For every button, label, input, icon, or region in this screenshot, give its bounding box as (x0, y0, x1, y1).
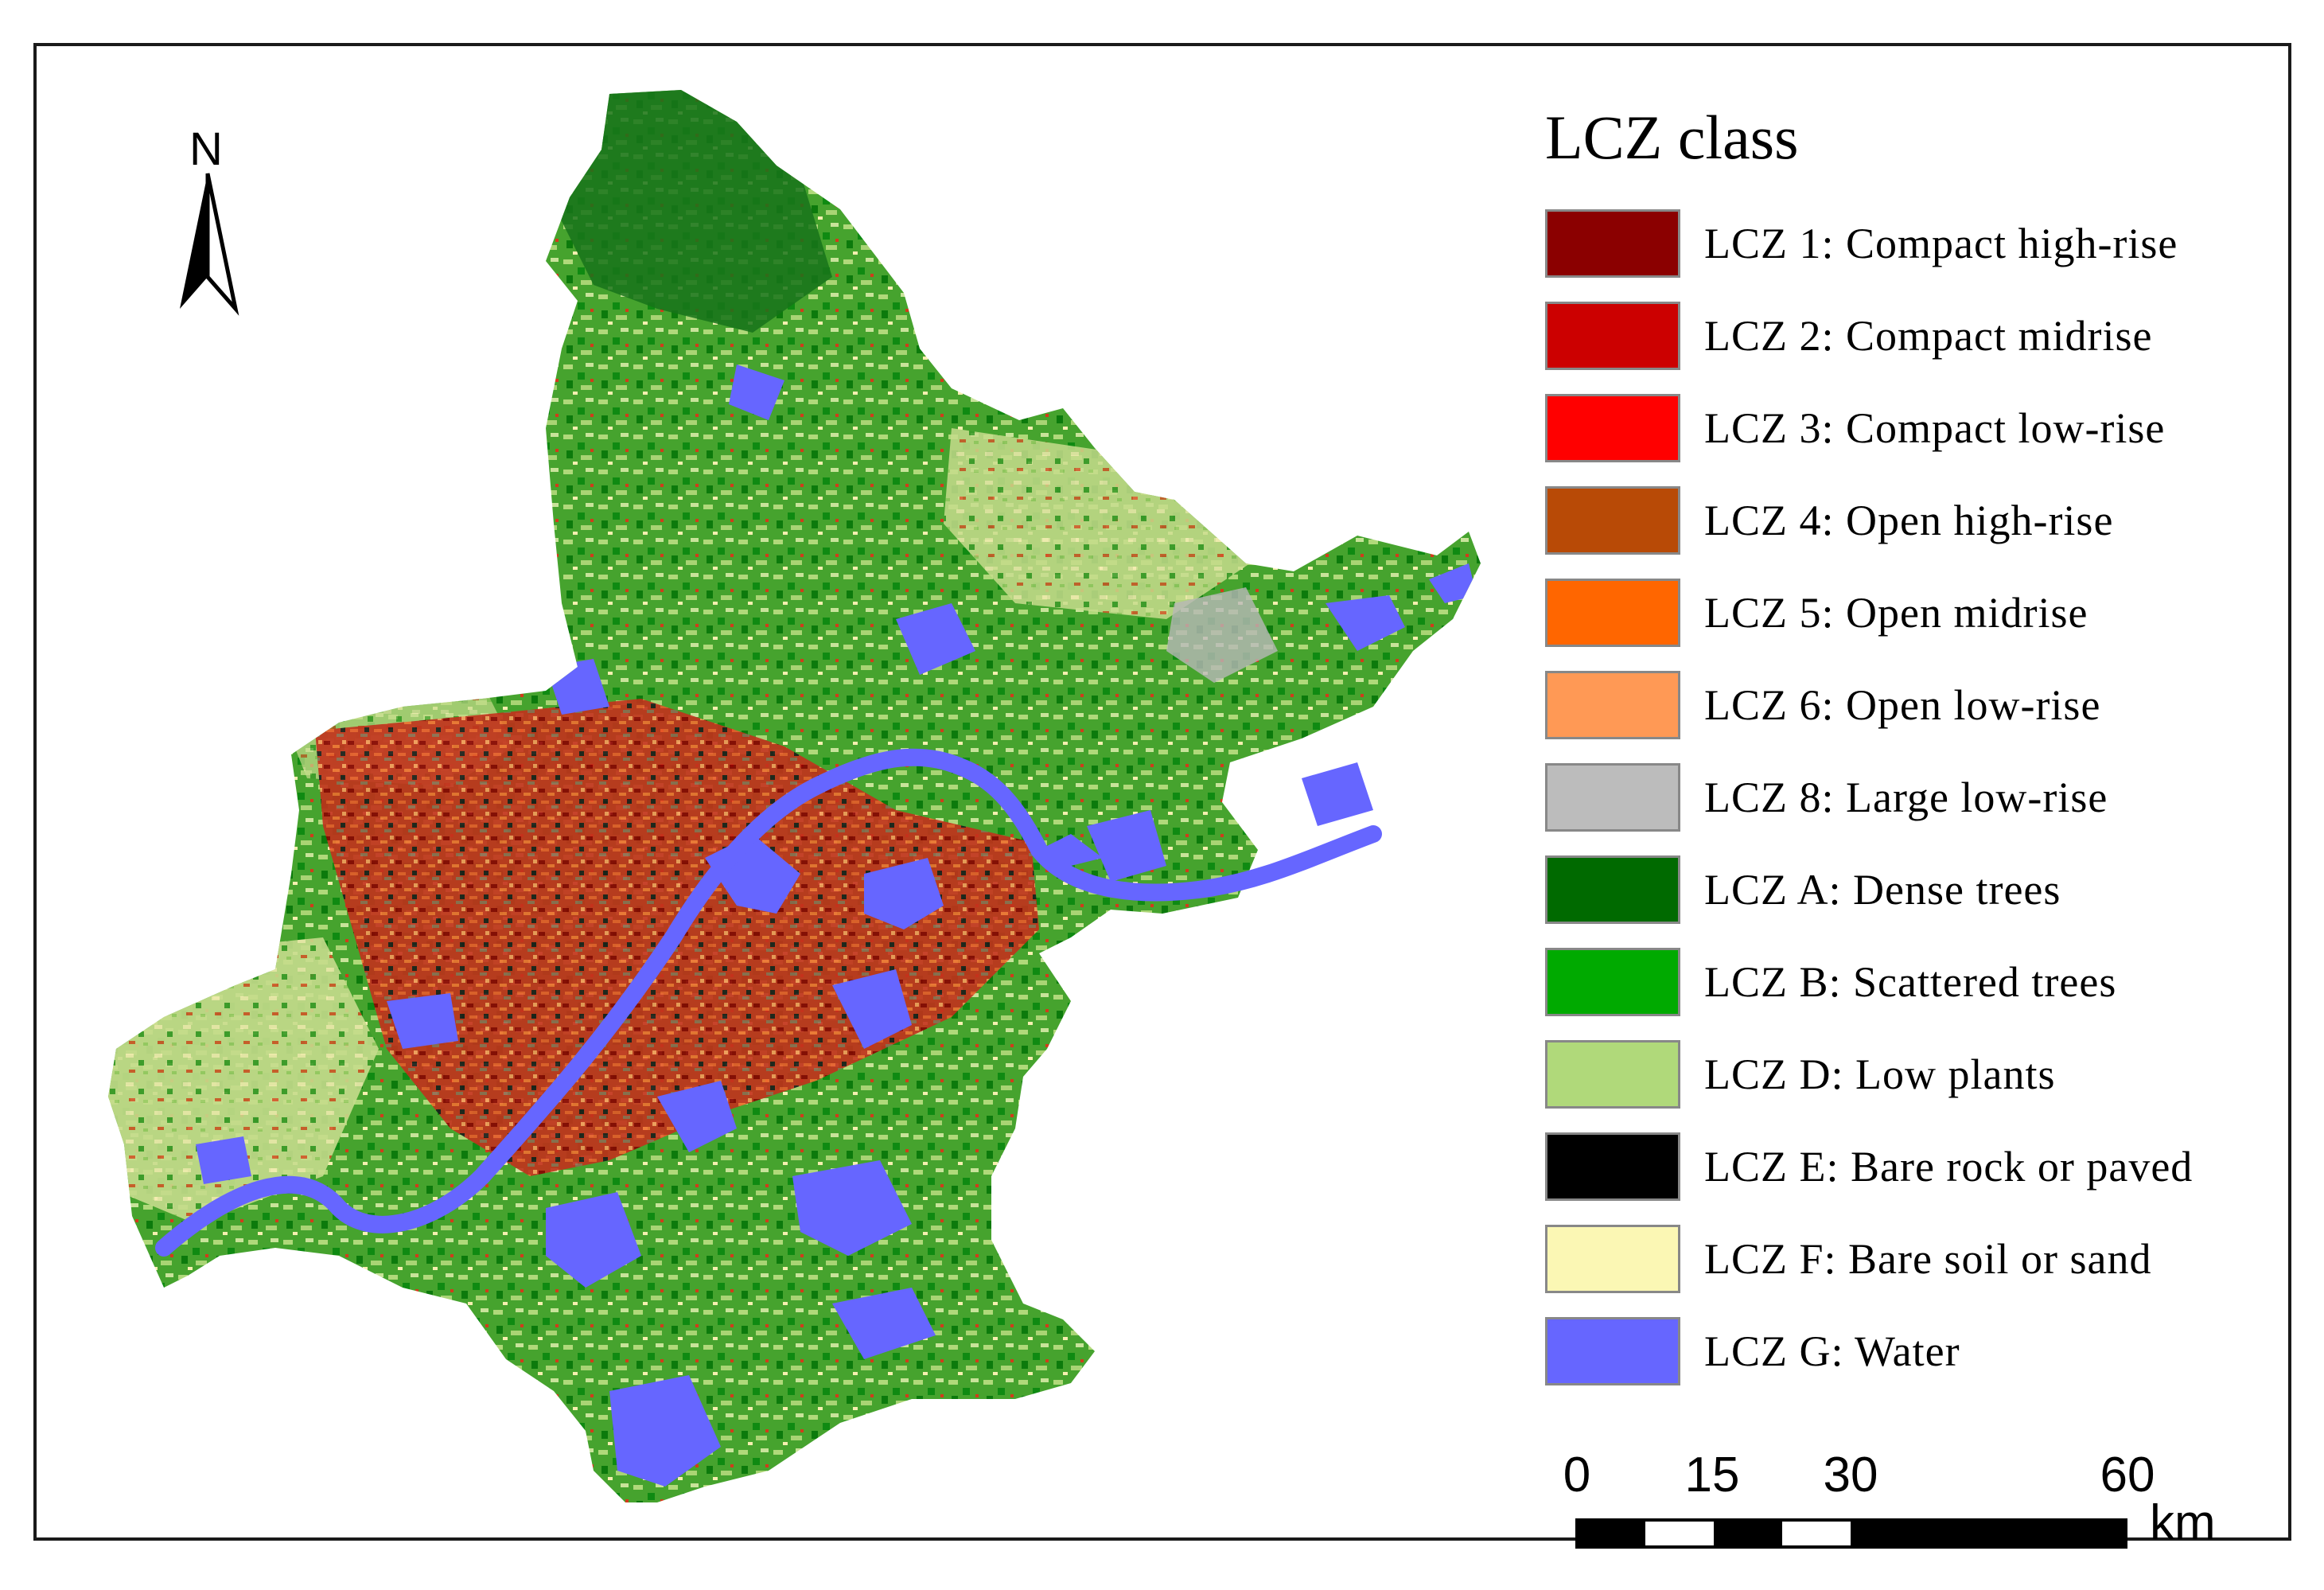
legend-swatch (1545, 1225, 1680, 1293)
legend-label: LCZ F: Bare soil or sand (1704, 1235, 2152, 1283)
legend-label: LCZ E: Bare rock or paved (1704, 1143, 2194, 1191)
legend-item: LCZ 6: Open low-rise (1545, 659, 2324, 751)
legend-swatch (1545, 302, 1680, 370)
legend-item: LCZ 8: Large low-rise (1545, 751, 2324, 844)
north-arrow-icon (180, 173, 239, 316)
legend-item: LCZ 3: Compact low-rise (1545, 382, 2324, 474)
scale-unit: km (2150, 1495, 2216, 1550)
legend-label: LCZ D: Low plants (1704, 1050, 2056, 1098)
legend: LCZ class LCZ 1: Compact high-rise LCZ 2:… (1545, 102, 2324, 1397)
legend-item: LCZ B: Scattered trees (1545, 936, 2324, 1028)
scale-tick-label: 30 (1823, 1448, 1878, 1502)
legend-label: LCZ 6: Open low-rise (1704, 681, 2101, 729)
scale-tick-label: 60 (2100, 1448, 2155, 1502)
legend-label: LCZ 4: Open high-rise (1704, 497, 2114, 544)
scale-bar: 0 15 30 60 km (1563, 1447, 2280, 1574)
legend-swatch (1545, 855, 1680, 924)
legend-item: LCZ 1: Compact high-rise (1545, 197, 2324, 290)
legend-item: LCZ 2: Compact midrise (1545, 290, 2324, 382)
legend-label: LCZ B: Scattered trees (1704, 958, 2117, 1006)
legend-swatch (1545, 394, 1680, 462)
legend-title: LCZ class (1545, 103, 1799, 172)
scale-tick-label: 15 (1684, 1448, 1740, 1502)
legend-swatch (1545, 486, 1680, 555)
legend-swatch (1545, 579, 1680, 647)
legend-swatch (1545, 948, 1680, 1016)
legend-label: LCZ 1: Compact high-rise (1704, 220, 2178, 267)
legend-swatch (1545, 1040, 1680, 1109)
legend-swatch (1545, 1132, 1680, 1201)
north-label: N (189, 123, 223, 175)
legend-item: LCZ E: Bare rock or paved (1545, 1120, 2324, 1213)
legend-label: LCZ 8: Large low-rise (1704, 774, 2108, 821)
legend-item: LCZ A: Dense trees (1545, 844, 2324, 936)
legend-item: LCZ F: Bare soil or sand (1545, 1213, 2324, 1305)
legend-item: LCZ G: Water (1545, 1305, 2324, 1397)
scale-tick-label: 0 (1563, 1448, 1591, 1502)
lcz-map (108, 90, 1481, 1502)
map-frame: N LCZ class LCZ 1: Compact high-rise LCZ … (33, 43, 2291, 1550)
scale-bar-graphic (1575, 1518, 2127, 1549)
legend-item: LCZ D: Low plants (1545, 1028, 2324, 1120)
legend-label: LCZ 5: Open midrise (1704, 589, 2088, 637)
legend-swatch (1545, 209, 1680, 278)
legend-label: LCZ A: Dense trees (1704, 866, 2061, 914)
legend-swatch (1545, 1317, 1680, 1385)
legend-swatch (1545, 671, 1680, 739)
legend-swatch (1545, 763, 1680, 832)
legend-label: LCZ G: Water (1704, 1327, 1960, 1375)
legend-items: LCZ 1: Compact high-rise LCZ 2: Compact m… (1545, 197, 2324, 1397)
legend-item: LCZ 5: Open midrise (1545, 567, 2324, 659)
legend-label: LCZ 2: Compact midrise (1704, 312, 2153, 360)
legend-label: LCZ 3: Compact low-rise (1704, 404, 2166, 452)
legend-item: LCZ 4: Open high-rise (1545, 474, 2324, 567)
